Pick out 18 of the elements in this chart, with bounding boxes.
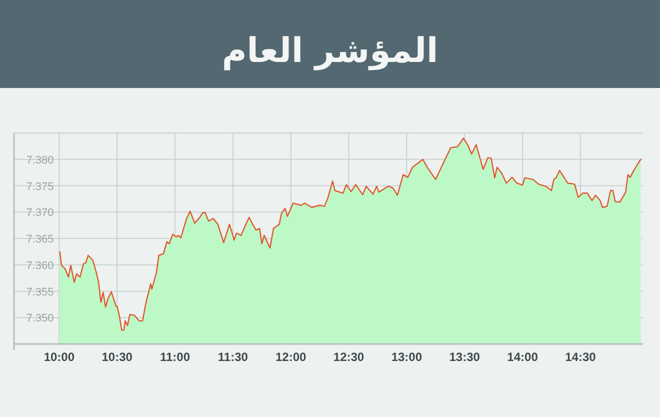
- x-tick-label: 13:00: [391, 350, 422, 364]
- y-tick-label: 7.360: [26, 260, 54, 272]
- x-tick-label: 14:30: [565, 350, 596, 364]
- y-tick-label: 7.355: [26, 286, 54, 298]
- x-tick-label: 11:00: [160, 350, 190, 364]
- x-tick-label: 12:00: [276, 350, 307, 364]
- y-tick-label: 7.375: [26, 180, 54, 193]
- chart-title: المؤشر العام: [222, 31, 438, 71]
- x-tick-label: 11:30: [218, 350, 248, 364]
- x-tick-label: 13:30: [449, 350, 480, 364]
- y-tick-label: 7.365: [26, 234, 54, 246]
- x-tick-label: 14:00: [507, 350, 538, 364]
- y-tick-label: 7.370: [26, 207, 54, 220]
- x-tick-label: 10:30: [102, 350, 133, 364]
- y-tick-label: 7.380: [26, 154, 54, 166]
- y-tick-label: 7.350: [26, 312, 54, 325]
- x-tick-label: 12:30: [333, 350, 364, 364]
- x-tick-label: 10:00: [44, 350, 75, 364]
